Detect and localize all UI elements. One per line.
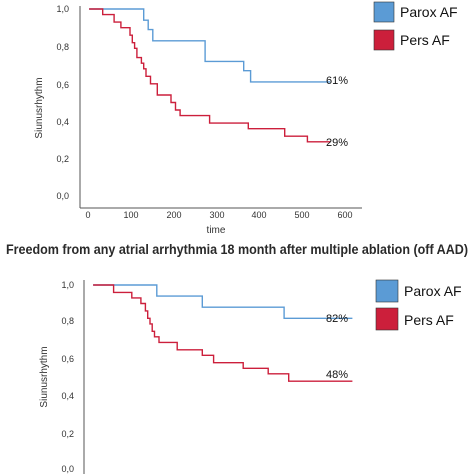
top-y-axis-title: Siunusrhythm <box>34 77 45 138</box>
bottom-legend-label-pers: Pers AF <box>404 312 454 328</box>
bottom-plot-area <box>93 284 353 382</box>
bottom-y-tick: 0,8 <box>61 316 74 326</box>
top-x-tick: 500 <box>294 210 309 220</box>
top-y-ticks: 1,0 0,8 0,6 0,4 0,2 0,0 <box>56 4 69 201</box>
bottom-pers-series-line <box>93 284 353 382</box>
top-y-tick: 0,4 <box>56 117 69 127</box>
top-y-tick: 0,0 <box>56 191 69 201</box>
top-pers-end-label: 29% <box>326 137 348 149</box>
bottom-y-tick: 0,6 <box>61 354 74 364</box>
bottom-y-tick: 0,2 <box>61 429 74 439</box>
bottom-parox-end-label: 82% <box>326 313 348 325</box>
top-y-tick: 1,0 <box>56 4 69 14</box>
bottom-y-axis-title: Siunusrhythm <box>39 346 50 407</box>
top-y-tick: 0,2 <box>56 154 69 164</box>
top-y-tick: 0,6 <box>56 80 69 90</box>
top-plot-area <box>89 8 331 143</box>
top-legend: Parox AF Pers AF <box>373 1 458 51</box>
top-x-tick: 200 <box>166 210 181 220</box>
bottom-pers-end-label: 48% <box>326 369 348 381</box>
top-y-tick: 0,8 <box>56 42 69 52</box>
bottom-chart: Siunusrhythm 1,0 0,8 0,6 0,4 0,2 0,0 48%… <box>39 279 462 474</box>
top-x-tick: 400 <box>251 210 266 220</box>
bottom-y-tick: 1,0 <box>61 280 74 290</box>
bottom-legend: Parox AF Pers AF <box>375 279 462 331</box>
bottom-legend-swatch-parox <box>375 279 399 303</box>
bottom-y-ticks: 1,0 0,8 0,6 0,4 0,2 0,0 <box>61 280 74 474</box>
bottom-parox-series-line <box>93 284 353 319</box>
top-x-tick: 600 <box>337 210 352 220</box>
top-legend-label-pers: Pers AF <box>400 32 450 48</box>
top-x-ticks: 0 100 200 300 400 500 600 <box>85 210 352 220</box>
top-x-tick: 0 <box>85 210 90 220</box>
top-legend-swatch-pers <box>373 29 395 51</box>
top-x-axis-title: time <box>207 225 226 236</box>
top-parox-series-line <box>89 8 331 83</box>
top-x-tick: 100 <box>123 210 138 220</box>
top-pers-series-line <box>89 8 331 143</box>
top-chart: Siunusrhythm 1,0 0,8 0,6 0,4 0,2 0,0 0 1… <box>34 1 458 236</box>
figure-banner-title: Freedom from any atrial arrhythmia 18 mo… <box>6 242 468 257</box>
bottom-y-tick: 0,4 <box>61 391 74 401</box>
bottom-legend-swatch-pers <box>375 307 399 331</box>
bottom-legend-label-parox: Parox AF <box>404 283 462 299</box>
top-axes <box>79 6 362 209</box>
top-x-tick: 300 <box>209 210 224 220</box>
bottom-y-tick: 0,0 <box>61 464 74 474</box>
top-legend-swatch-parox <box>373 1 395 23</box>
top-legend-label-parox: Parox AF <box>400 4 458 20</box>
top-parox-end-label: 61% <box>326 75 348 87</box>
